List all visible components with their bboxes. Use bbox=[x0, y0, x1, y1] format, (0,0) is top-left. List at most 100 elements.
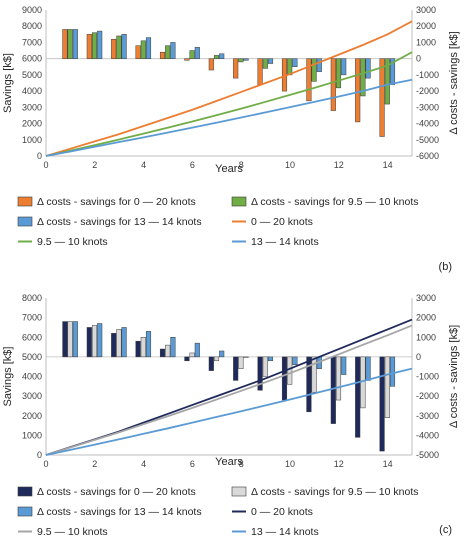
bar-0-0 bbox=[62, 29, 68, 59]
bar-0-3 bbox=[135, 45, 141, 59]
bar-1-3 bbox=[140, 337, 146, 358]
legend-label: 13 — 14 knots bbox=[251, 526, 319, 538]
bar-1-13 bbox=[384, 58, 390, 105]
legend-swatch bbox=[231, 486, 247, 497]
bar-0-10 bbox=[306, 58, 312, 102]
bar-2-6 bbox=[219, 53, 225, 59]
bar-1-0 bbox=[67, 29, 73, 59]
bar-2-5 bbox=[194, 342, 200, 358]
bar-2-7 bbox=[243, 58, 249, 61]
bar-0-2 bbox=[111, 38, 117, 59]
x-tick-label: 10 bbox=[285, 160, 295, 170]
x-tick-label: 8 bbox=[239, 160, 244, 170]
legend-label: Δ costs - savings for 0 — 20 knots bbox=[37, 196, 196, 208]
bar-0-4 bbox=[159, 348, 166, 358]
bar-2-12 bbox=[365, 58, 371, 79]
y2-tick-label: -3000 bbox=[416, 411, 439, 421]
bar-2-4 bbox=[170, 42, 176, 59]
legend-item-1: Δ costs - savings for 9.5 — 10 knots bbox=[231, 486, 419, 498]
bar-2-5 bbox=[194, 47, 200, 59]
legend-swatch bbox=[17, 196, 33, 207]
y-axis-title: Savings [k$] bbox=[2, 53, 14, 113]
y-tick-label: 5000 bbox=[22, 352, 42, 362]
y-tick-label: 8000 bbox=[22, 293, 42, 303]
legend-item-5: 13 — 14 knots bbox=[232, 526, 319, 538]
bar-1-5 bbox=[189, 50, 195, 59]
y-tick-label: 4000 bbox=[22, 86, 42, 96]
y2-tick-label: -5000 bbox=[416, 450, 439, 460]
bar-0-12 bbox=[355, 356, 361, 438]
bar-0-6 bbox=[208, 356, 214, 371]
line-series-2 bbox=[45, 367, 413, 456]
legend-label: 13 — 14 knots bbox=[251, 236, 319, 248]
bar-0-10 bbox=[306, 356, 312, 413]
legend-label: Δ costs - savings for 0 — 20 knots bbox=[37, 486, 196, 498]
line-series-2 bbox=[45, 78, 413, 157]
bar-1-8 bbox=[262, 356, 268, 377]
y-tick-label: 1000 bbox=[22, 430, 42, 440]
y-tick-label: 5000 bbox=[22, 70, 42, 80]
bar-1-12 bbox=[360, 58, 366, 97]
bar-0-1 bbox=[86, 327, 92, 358]
y2-tick-label: -4000 bbox=[416, 430, 439, 440]
y-axis-title: Savings [k$] bbox=[2, 347, 14, 407]
bar-2-0 bbox=[72, 29, 78, 59]
panel-label: (b) bbox=[439, 261, 452, 273]
bar-0-13 bbox=[379, 356, 385, 452]
x-axis-title: Years bbox=[215, 163, 243, 175]
legend-item-5: 13 — 14 knots bbox=[232, 236, 319, 248]
line-series-1 bbox=[45, 51, 413, 157]
bar-1-10 bbox=[311, 58, 317, 82]
y-tick-label: 6000 bbox=[22, 332, 42, 342]
legend-label: Δ costs - savings for 9.5 — 10 knots bbox=[251, 486, 419, 498]
bar-1-1 bbox=[91, 325, 98, 358]
y-tick-label: 3000 bbox=[22, 102, 42, 112]
y2-tick-label: 1000 bbox=[416, 37, 436, 47]
y-tick-label: 4000 bbox=[22, 372, 42, 382]
y-tick-label: 3000 bbox=[22, 391, 42, 401]
x-tick-label: 2 bbox=[92, 459, 97, 469]
bar-0-6 bbox=[208, 58, 214, 71]
bar-2-13 bbox=[389, 356, 396, 387]
panel-label: (c) bbox=[439, 524, 452, 536]
bar-0-7 bbox=[233, 58, 239, 79]
x-tick-label: 8 bbox=[239, 459, 244, 469]
y-tick-label: 8000 bbox=[22, 21, 42, 31]
bar-2-9 bbox=[292, 356, 298, 365]
y2-tick-label: 0 bbox=[416, 352, 421, 362]
panel-0: 0100020003000400050006000700080009000-60… bbox=[2, 5, 460, 273]
bar-0-8 bbox=[257, 356, 263, 391]
bar-1-9 bbox=[287, 58, 293, 76]
bar-1-9 bbox=[287, 356, 293, 385]
legend-swatch bbox=[17, 506, 33, 517]
bar-1-3 bbox=[140, 40, 146, 59]
bar-2-9 bbox=[292, 58, 298, 68]
panel-1: 010002000300040005000600070008000-5000-4… bbox=[2, 293, 460, 538]
x-tick-label: 0 bbox=[43, 160, 48, 170]
y2-tick-label: 3000 bbox=[416, 293, 436, 303]
y2-axis-title: Δ costs - savings [k$] bbox=[448, 31, 460, 134]
bar-1-11 bbox=[335, 58, 342, 89]
bar-2-2 bbox=[121, 327, 127, 358]
legend-label: 9.5 — 10 knots bbox=[37, 526, 108, 538]
y2-tick-label: -1000 bbox=[416, 70, 439, 80]
x-tick-label: 4 bbox=[141, 459, 146, 469]
bar-2-7 bbox=[243, 356, 249, 358]
bar-0-13 bbox=[379, 58, 385, 137]
bar-2-1 bbox=[97, 30, 103, 59]
x-tick-label: 12 bbox=[334, 459, 344, 469]
y2-tick-label: 3000 bbox=[416, 5, 436, 15]
bar-1-0 bbox=[67, 321, 73, 358]
bar-0-8 bbox=[257, 58, 263, 85]
bar-2-13 bbox=[389, 58, 396, 85]
y2-axis-title: Δ costs - savings [k$] bbox=[448, 325, 460, 428]
x-tick-label: 4 bbox=[141, 160, 146, 170]
legend-label: Δ costs - savings for 13 — 14 knots bbox=[37, 216, 202, 228]
bar-1-7 bbox=[238, 356, 244, 369]
bar-0-2 bbox=[111, 333, 117, 358]
y-tick-label: 6000 bbox=[22, 54, 42, 64]
bar-2-11 bbox=[341, 58, 347, 76]
bar-0-5 bbox=[184, 58, 190, 61]
